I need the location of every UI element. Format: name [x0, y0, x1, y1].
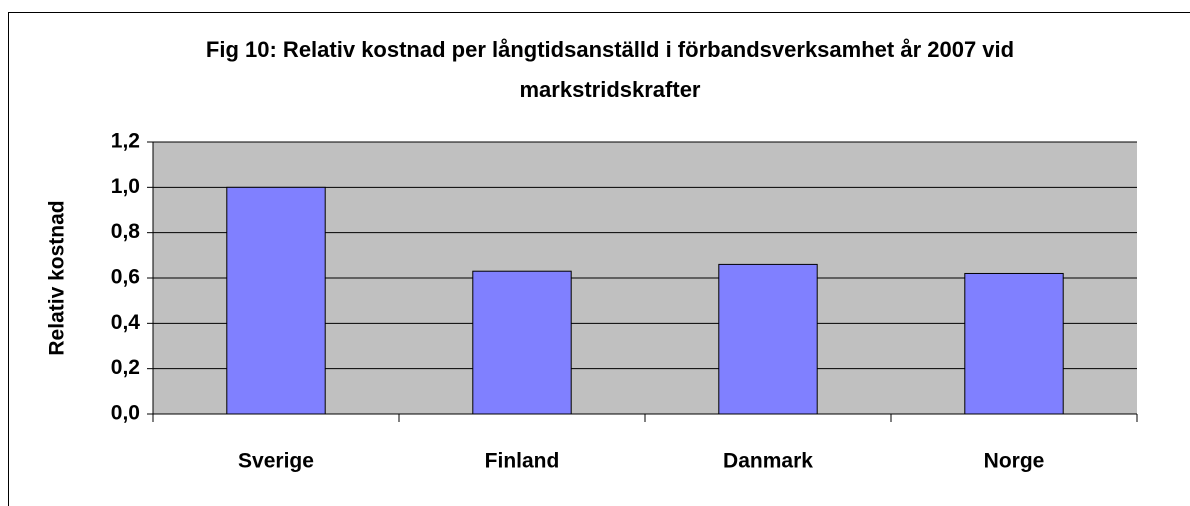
y-axis-label: Relativ kostnad: [46, 200, 69, 355]
bar: [718, 263, 818, 415]
x-tick-label: Finland: [485, 450, 560, 473]
y-tick-label: 0,2: [111, 356, 140, 379]
y-tick-label: 0,4: [111, 311, 141, 334]
x-tick-label: Norge: [984, 450, 1045, 473]
y-tick-label: 0,8: [111, 220, 141, 243]
chart-frame: [8, 12, 1190, 506]
y-tick-label: 0,0: [111, 402, 140, 425]
y-tick-label: 1,2: [111, 130, 140, 153]
bar: [472, 270, 572, 415]
bar: [226, 186, 326, 415]
chart-title: Fig 10: Relativ kostnad per långtidsanst…: [205, 37, 1015, 102]
y-tick-label: 0,6: [111, 266, 140, 289]
bar: [964, 272, 1064, 415]
x-tick-label: Danmark: [723, 450, 813, 473]
y-tick-label: 1,0: [111, 175, 140, 198]
x-tick-label: Sverige: [238, 450, 314, 473]
